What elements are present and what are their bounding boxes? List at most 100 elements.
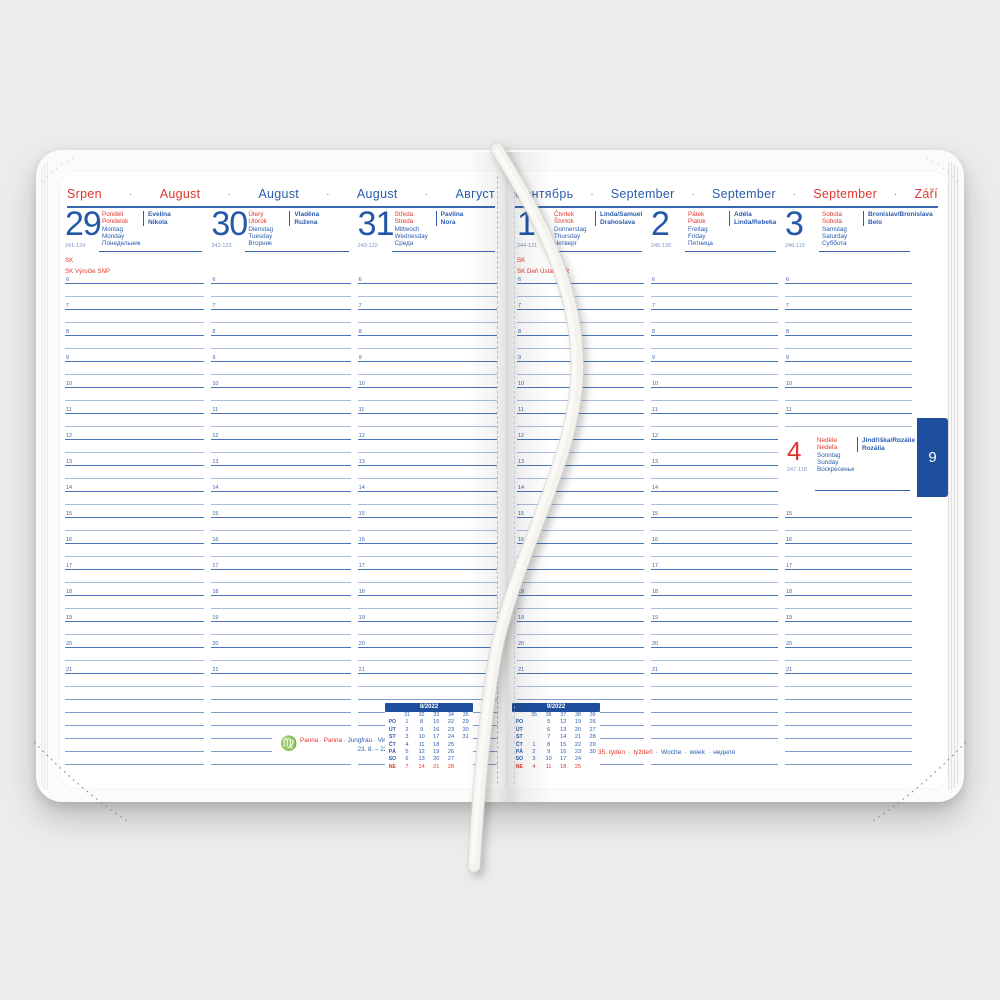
mini-calendar-date: 24 bbox=[447, 734, 455, 741]
hour-number: 12 bbox=[358, 432, 365, 439]
hour-line: 9 bbox=[65, 355, 205, 362]
name-days: Evelína Nikola bbox=[143, 211, 204, 227]
half-hour-line bbox=[517, 504, 644, 505]
hour-line: 14 bbox=[357, 485, 497, 492]
half-hour-line bbox=[65, 452, 205, 453]
month-separator-dot: · bbox=[792, 189, 797, 199]
hour-number: 10 bbox=[212, 380, 219, 387]
day-header: 1 244-121 Čtvrtek Štvrtok Donnerstag Thursday… bbox=[517, 205, 644, 252]
hour-number: 20 bbox=[66, 640, 73, 647]
hour-line: 9 bbox=[651, 355, 778, 362]
hour-number: 6 bbox=[66, 276, 70, 283]
half-hour-line bbox=[65, 660, 205, 661]
half-hour-line bbox=[211, 504, 351, 505]
mini-calendar-date: 26 bbox=[589, 719, 596, 726]
day-name-intl: Tuesday bbox=[248, 232, 273, 240]
mini-calendar-date: 12 bbox=[560, 719, 567, 726]
hour-line: 8 bbox=[651, 329, 778, 336]
half-hour-line bbox=[65, 634, 205, 635]
hour-number: 14 bbox=[212, 484, 219, 491]
hour-number: 17 bbox=[212, 562, 219, 569]
hour-number: 11 bbox=[518, 406, 524, 413]
month-name: Сентябрь bbox=[515, 187, 574, 201]
day-name-intl: Sunday bbox=[817, 458, 839, 466]
name-days: Pavlína Nora bbox=[435, 211, 497, 227]
day-header-rule bbox=[815, 490, 910, 491]
hour-line: 15 bbox=[785, 511, 912, 518]
mini-calendar-august: 8/2022 31 32 33 34 35 PO 1 8 15 22 29 ÚT 2 9 16 23 30 ST 3… bbox=[385, 703, 473, 772]
holiday-note: SK SK Výročie SNP bbox=[65, 255, 110, 277]
day-of-year: 245-120 bbox=[651, 243, 672, 249]
half-hour-line bbox=[211, 348, 351, 349]
mini-calendar-date: 17 bbox=[433, 734, 440, 741]
hour-number: 16 bbox=[786, 536, 793, 543]
day-name-czsk: Pátek bbox=[688, 211, 705, 218]
note-line bbox=[65, 725, 205, 726]
mini-calendar-date: 1 bbox=[405, 719, 409, 726]
hour-number: 19 bbox=[66, 614, 73, 621]
hour-number: 18 bbox=[66, 588, 73, 595]
hour-number: 6 bbox=[518, 276, 522, 283]
hour-number: 16 bbox=[66, 536, 73, 543]
hour-line: 15 bbox=[211, 511, 351, 518]
mini-calendar-week-row: 35 36 37 38 39 bbox=[512, 712, 600, 719]
day-names: Pátek Piatok Freitag Friday Пятница bbox=[688, 211, 713, 247]
hour-line: 14 bbox=[651, 485, 778, 492]
hour-line: 21 bbox=[651, 667, 778, 674]
name-day: Vladěna bbox=[294, 211, 320, 218]
mini-calendar-date: 12 bbox=[418, 749, 425, 756]
hour-number: 18 bbox=[518, 588, 525, 595]
day-column: 3 246-119 Sobota Sobota Samstag Saturday Суббо… bbox=[785, 207, 933, 765]
hour-number: 14 bbox=[652, 484, 659, 491]
hour-line: 7 bbox=[651, 303, 778, 310]
mini-calendar-day-row: ST 3 10 17 24 31 bbox=[385, 734, 473, 741]
month-separator-dot: · bbox=[129, 189, 133, 199]
holiday-name: SK Deň Ústavy SR bbox=[517, 268, 570, 275]
name-days: Vladěna Ružena bbox=[289, 211, 350, 227]
half-hour-line bbox=[785, 556, 912, 557]
mini-calendar-day-row: NE 4 11 18 25 bbox=[512, 764, 600, 771]
hour-number: 20 bbox=[786, 640, 793, 647]
hour-number: 16 bbox=[652, 536, 659, 543]
hour-line: 13 bbox=[651, 459, 778, 466]
day-of-year: 244-121 bbox=[517, 243, 538, 249]
month-name: August bbox=[258, 187, 300, 201]
day-names: Čtvrtek Štvrtok Donnerstag Thursday Четверг bbox=[554, 211, 587, 247]
mini-calendar-date bbox=[585, 764, 600, 771]
note-line bbox=[211, 712, 351, 713]
day-name-intl: Wednesday bbox=[394, 232, 428, 240]
hour-line: 21 bbox=[357, 667, 497, 674]
hour-line: 20 bbox=[65, 641, 205, 648]
day-name-intl: Saturday bbox=[822, 232, 848, 240]
day-names: Sobota Sobota Samstag Saturday Суббота bbox=[822, 211, 847, 247]
hour-number: 13 bbox=[212, 458, 219, 465]
day-name-intl: Среда bbox=[394, 240, 414, 248]
hour-line: 6 bbox=[211, 277, 351, 284]
week-line-token: Woche bbox=[660, 748, 682, 756]
half-hour-line bbox=[517, 400, 644, 401]
mini-calendar-date: 30 bbox=[589, 749, 596, 756]
hour-number: 12 bbox=[518, 432, 525, 439]
half-hour-line bbox=[211, 582, 351, 583]
hour-line: 11 bbox=[517, 407, 644, 414]
page-stack-edge-left bbox=[41, 162, 48, 790]
day-names: Úterý Utorok Dienstag Tuesday Вторник bbox=[248, 211, 273, 247]
month-header-row: Srpen · August · August · August · Август bbox=[67, 185, 495, 203]
hour-grid: 6 7 8 9 10 11 12 13 14 15 16 17 18 19 20 21 bbox=[211, 277, 351, 769]
name-day: Pavlína bbox=[440, 211, 464, 218]
hour-number: 17 bbox=[652, 562, 659, 569]
mini-calendar-date: 23 bbox=[447, 726, 455, 733]
hour-number: 12 bbox=[66, 432, 73, 439]
half-hour-line bbox=[651, 452, 778, 453]
mini-calendar-day-row: ČT 1 8 15 22 29 bbox=[512, 742, 600, 749]
hour-number: 15 bbox=[66, 510, 73, 517]
hour-number: 6 bbox=[652, 276, 656, 283]
mini-calendar-date: 8 bbox=[420, 719, 424, 726]
hour-number: 19 bbox=[786, 614, 793, 621]
day-number: 2 bbox=[651, 205, 670, 243]
hour-number: 18 bbox=[212, 588, 219, 595]
half-hour-line bbox=[211, 374, 351, 375]
day-name-czsk: Streda bbox=[394, 218, 414, 226]
day-number: 1 bbox=[517, 205, 536, 243]
note-line bbox=[785, 712, 912, 713]
